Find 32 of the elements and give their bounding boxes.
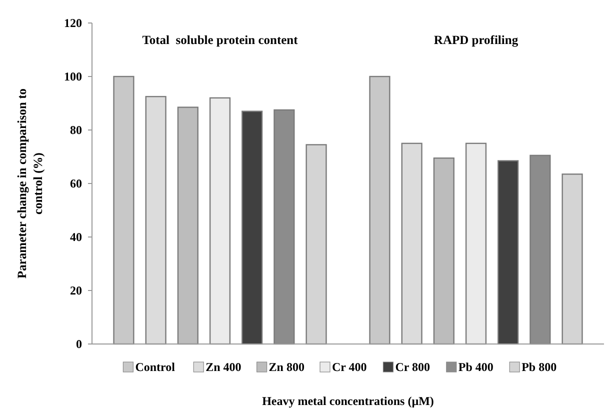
legend-label: Cr 400 — [332, 360, 367, 374]
bar — [465, 142, 487, 345]
bar — [369, 76, 390, 345]
legend-label: Control — [135, 360, 176, 374]
legend-label: Zn 400 — [206, 360, 242, 374]
legend-label: Cr 800 — [395, 360, 430, 374]
x-axis-title: Heavy metal concentrations (µM) — [262, 394, 434, 408]
bar — [401, 142, 422, 345]
bar — [113, 76, 134, 345]
bar — [530, 154, 551, 345]
bar — [274, 109, 295, 345]
bar — [562, 174, 583, 345]
y-tick-label: 60 — [70, 176, 82, 191]
legend-label: Pb 800 — [522, 360, 557, 374]
bar — [177, 106, 198, 345]
x-tick-label: Total soluble protein content — [142, 33, 299, 47]
bar — [306, 144, 327, 345]
bar — [498, 160, 519, 345]
bar — [242, 110, 263, 345]
bar — [209, 97, 231, 345]
y-tick-label: 0 — [76, 337, 82, 352]
legend-label: Pb 400 — [458, 360, 494, 374]
legend-label: Zn 800 — [268, 360, 304, 374]
y-tick-label: 120 — [64, 16, 82, 30]
y-axis-title: Parameter change in comparison to control (%) — [15, 88, 45, 279]
y-tick-label: 100 — [64, 70, 82, 84]
bar — [145, 96, 166, 345]
y-tick-label: 20 — [70, 284, 82, 298]
x-tick-label: RAPD profiling — [434, 33, 519, 47]
bar — [433, 157, 454, 345]
y-tick-label: 80 — [70, 123, 82, 138]
y-tick-label: 40 — [70, 230, 82, 244]
